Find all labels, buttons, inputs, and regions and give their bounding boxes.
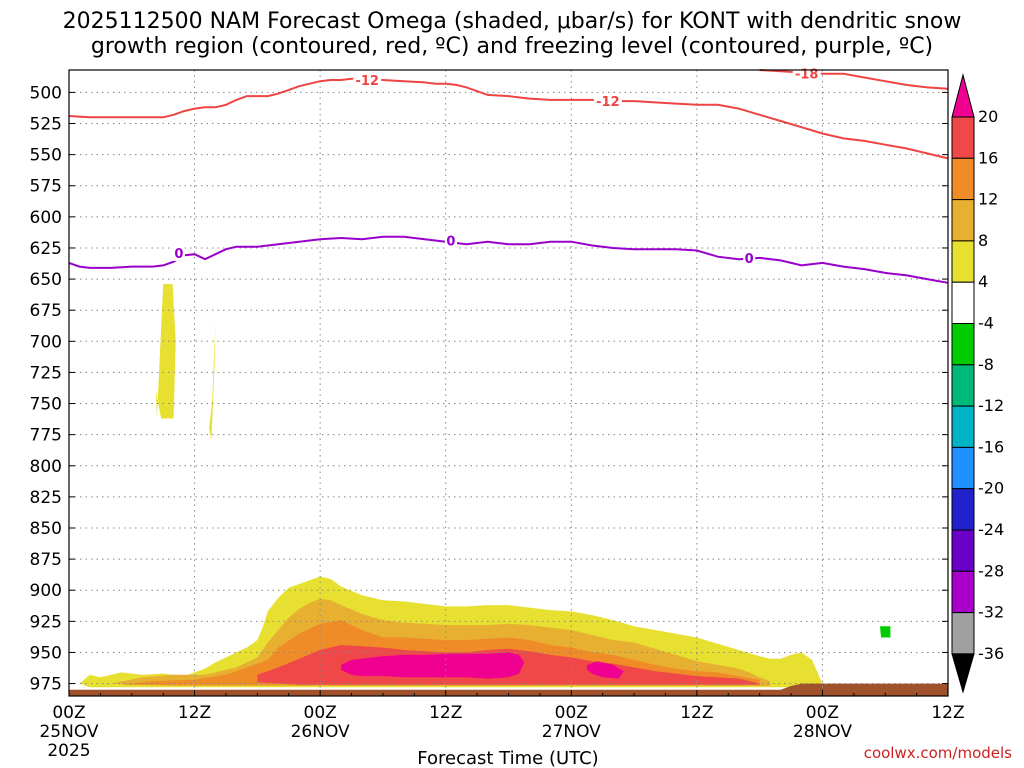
colorbar-label-20: 20: [978, 107, 998, 126]
y-tick-label-700: 700: [30, 332, 62, 352]
colorbar-segment-4_8: [951, 240, 975, 283]
contour-label-1: -12: [596, 95, 620, 110]
x-tick-date-6: 28NOV: [793, 722, 852, 742]
colorbar-segment-neg20_neg16: [951, 446, 975, 490]
colorbar-segment-neg28_neg24: [951, 529, 975, 572]
y-tick-label-825: 825: [30, 488, 62, 508]
contour-label-bg-4: [444, 232, 457, 249]
y-tick-label-925: 925: [30, 612, 62, 632]
contour-labels: -12 -12 -18 0 0 0: [172, 65, 821, 267]
x-tick-date-4: 27NOV: [542, 722, 601, 742]
omega-shade-4_8-1: [209, 320, 216, 441]
x-tick-label-1: 12Z: [178, 703, 211, 723]
contour-label-3: 0: [174, 247, 183, 262]
contour-label-5: 0: [745, 252, 754, 267]
colorbar-segment-neg24_neg20: [951, 488, 975, 531]
colorbar-segment-gt_20: [951, 73, 975, 118]
colorbar-label--28: -28: [978, 561, 1004, 580]
chart-title-line-1: 2025112500 NAM Forecast Omega (shaded, μ…: [63, 9, 962, 34]
y-tick-label-725: 725: [30, 363, 62, 383]
colorbar-label--12: -12: [978, 396, 1004, 415]
colorbar-segment-lt_neg36: [951, 653, 975, 694]
terrain-layer: [69, 683, 948, 696]
credit-text: coolwx.com/models: [864, 744, 1012, 762]
y-tick-label-500: 500: [30, 83, 62, 103]
contour-label-bg-5: [743, 249, 756, 266]
omega-shade-neg8_neg4-8: [880, 626, 891, 638]
y-tick-label-800: 800: [30, 457, 62, 477]
x-tick-label-0: 00Z: [52, 703, 85, 723]
x-tick-label-5: 12Z: [680, 703, 713, 723]
x-tick-year-0: 2025: [47, 741, 90, 761]
contour-label-bg-3: [172, 244, 185, 261]
y-tick-label-575: 575: [30, 177, 62, 197]
x-tick-label-3: 12Z: [429, 703, 462, 723]
y-tick-label-950: 950: [30, 643, 62, 663]
plot-frame: [68, 69, 949, 697]
contour-line-0: [68, 77, 949, 160]
contour-lines: [68, 69, 949, 284]
terrain-band: [69, 683, 948, 696]
colorbar-label--32: -32: [978, 603, 1004, 622]
colorbar-segment-16_20: [951, 116, 975, 159]
colorbar-segment-8_12: [951, 199, 975, 242]
contour-label-4: 0: [446, 235, 455, 250]
y-tick-label-750: 750: [30, 395, 62, 415]
colorbar-label--16: -16: [978, 437, 1004, 456]
colorbar-label--20: -20: [978, 479, 1004, 498]
contour-line-2: [68, 235, 949, 284]
colorbar-label-8: 8: [978, 231, 988, 250]
colorbar-segment-neg4_4: [951, 281, 975, 325]
contour-label-2: -18: [795, 68, 819, 83]
colorbar-segment-neg12_neg8: [951, 364, 975, 407]
y-tick-label-625: 625: [30, 239, 62, 259]
omega-shade-gt_20-6: [341, 652, 525, 679]
y-axis: 500 525 550 575 600 625 650 675 700 725 750 775 800 8…: [30, 83, 948, 695]
x-tick-date-2: 26NOV: [291, 722, 350, 742]
shaded-omega-regions: [79, 284, 891, 688]
x-tick-date-0: 25NOV: [39, 722, 98, 742]
x-tick-label-6: 00Z: [806, 703, 839, 723]
contour-label-bg-1: [593, 93, 622, 110]
omega-shade-4_8-0: [155, 284, 176, 419]
x-tick-label-2: 00Z: [304, 703, 337, 723]
y-tick-label-650: 650: [30, 270, 62, 290]
chart-title-line-2: growth region (contoured, red, ºC) and f…: [91, 34, 933, 59]
colorbar-segment-neg32_neg28: [951, 570, 975, 614]
y-tick-label-675: 675: [30, 301, 62, 321]
y-tick-label-525: 525: [30, 115, 62, 135]
y-tick-label-775: 775: [30, 426, 62, 446]
y-tick-label-975: 975: [30, 675, 62, 695]
colorbar-label-16: 16: [978, 148, 998, 167]
contour-label-bg-0: [353, 71, 382, 88]
colorbar-label-4: 4: [978, 272, 988, 291]
colorbar-label--4: -4: [978, 314, 994, 333]
contour-line-1: [759, 69, 949, 90]
y-tick-label-600: 600: [30, 208, 62, 228]
x-tick-label-7: 12Z: [931, 703, 964, 723]
y-tick-label-550: 550: [30, 146, 62, 166]
omega-shade-gt_20-7: [587, 661, 624, 679]
colorbar-label--8: -8: [978, 355, 994, 374]
colorbar-segment-neg8_neg4: [951, 323, 975, 366]
colorbar-segment-12_16: [951, 157, 975, 201]
y-tick-label-875: 875: [30, 550, 62, 570]
colorbar-label--24: -24: [978, 520, 1004, 539]
x-tick-label-4: 00Z: [555, 703, 588, 723]
grid-lines: [69, 70, 948, 696]
y-tick-label-850: 850: [30, 519, 62, 539]
colorbar: 20 16 12 8 4 -4 -8 -12 -16 -20 -24 -28 -32 -36: [951, 73, 1004, 694]
colorbar-label--36: -36: [978, 644, 1004, 663]
y-tick-label-900: 900: [30, 581, 62, 601]
colorbar-segment-neg36_neg32: [951, 612, 975, 655]
contour-label-0: -12: [355, 74, 379, 89]
colorbar-segment-neg16_neg12: [951, 405, 975, 448]
colorbar-label-12: 12: [978, 190, 998, 209]
x-axis-label: Forecast Time (UTC): [417, 748, 598, 768]
